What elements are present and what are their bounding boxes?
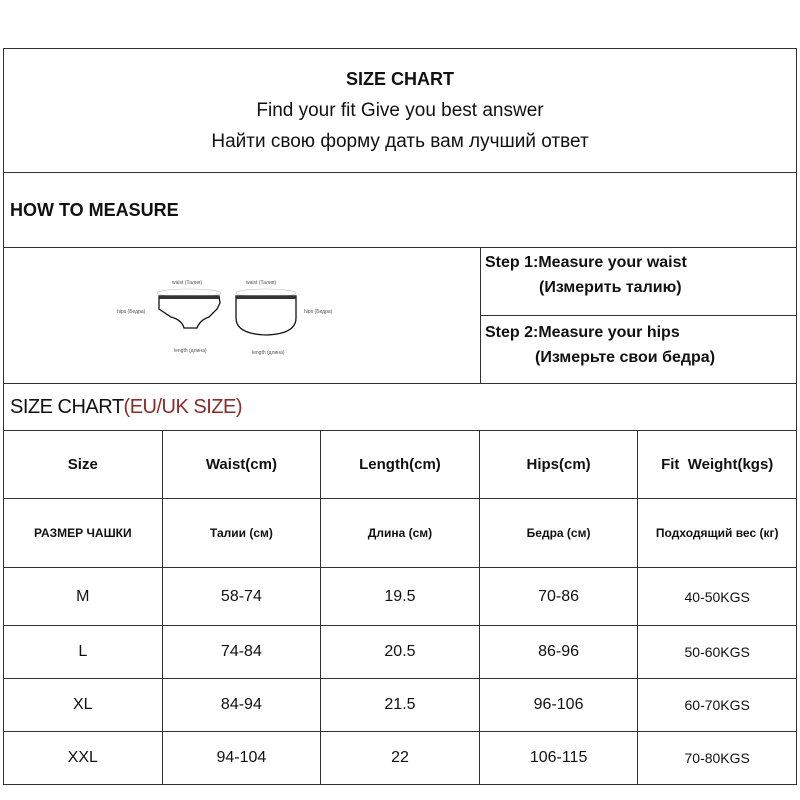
header-cell: Бедра (см) [478,498,639,568]
title-block: SIZE CHART Find your fit Give you best a… [3,48,797,173]
underwear-diagram-icon: waist (Талия) waist (Талия) hips (Бедра)… [117,280,333,356]
size-chart-title: SIZE CHART [10,395,124,418]
step-1-ru: (Измерить талию) [539,279,682,296]
cell: 58-74 [161,567,322,626]
cell: 84-94 [161,678,322,732]
subtitle-en: Find your fit Give you best answer [256,100,544,121]
header-cell: Length(cm) [320,430,480,499]
header-cell: Size [3,430,163,499]
header-cell: Waist(cm) [161,430,322,499]
cell: 106-115 [478,731,639,785]
how-to-measure-heading: HOW TO MEASURE [3,172,797,248]
section-title: HOW TO MEASURE [10,199,179,220]
step-2: Step 2:Measure your hips (Измерьте свои б… [480,315,797,384]
header-row-en: Size Waist(cm) Length(cm) Hips(cm) Fit Weigh… [3,430,797,499]
cell: 50-60KGS [637,625,797,679]
size-chart-suffix: (EU/UK SIZE) [123,395,243,418]
table-row: M 58-74 19.5 70-86 40-50KGS [3,567,797,626]
page-title: SIZE CHART [346,69,454,89]
subtitle-ru: Найти свою форму дать вам лучший ответ [211,131,589,152]
cell: 96-106 [478,678,639,732]
header-cell: Талии (см) [161,498,322,568]
cell: 21.5 [320,678,480,732]
header-cell: Hips(cm) [478,430,639,499]
header-cell: Длина (см) [320,498,480,568]
waist-label-1: waist (Талия) [172,280,202,286]
measure-diagram: waist (Талия) waist (Талия) hips (Бедра)… [3,247,481,384]
cell: XXL [3,731,163,785]
cell: 19.5 [320,567,480,626]
cell: L [3,625,163,679]
hips-label-2: hips (Бедра) [304,309,333,315]
table-row: XL 84-94 21.5 96-106 60-70KGS [3,678,797,732]
cell: 70-86 [478,567,639,626]
header-cell: Подходящий вес (кг) [637,498,797,568]
table-row: L 74-84 20.5 86-96 50-60KGS [3,625,797,679]
table-row: XXL 94-104 22 106-115 70-80KGS [3,731,797,785]
length-label-1: length (длина) [174,348,207,354]
cell: 60-70KGS [637,678,797,732]
size-table: Size Waist(cm) Length(cm) Hips(cm) Fit Weigh… [3,430,797,785]
cell: 22 [320,731,480,785]
step-1: Step 1:Measure your waist (Измерить талию… [480,247,797,316]
cell: 70-80KGS [637,731,797,785]
size-chart-heading: SIZE CHART (EU/UK SIZE) [3,383,797,431]
length-label-2: length (длина) [252,350,285,356]
cell: 20.5 [320,625,480,679]
header-row-ru: РАЗМЕР ЧАШКИ Талии (см) Длина (см) Бедра (с… [3,498,797,568]
header-cell: РАЗМЕР ЧАШКИ [3,498,163,568]
cell: 74-84 [161,625,322,679]
cell: 40-50KGS [637,567,797,626]
cell: M [3,567,163,626]
hips-label-1: hips (Бедра) [117,309,146,315]
cell: 94-104 [161,731,322,785]
waist-label-2: waist (Талия) [246,280,276,286]
header-cell: Fit Weight(kgs) [637,430,797,499]
cell: XL [3,678,163,732]
step-1-en: Step 1:Measure your waist [485,254,687,271]
cell: 86-96 [478,625,639,679]
step-2-en: Step 2:Measure your hips [485,324,680,341]
step-2-ru: (Измерьте свои бедра) [535,349,716,366]
